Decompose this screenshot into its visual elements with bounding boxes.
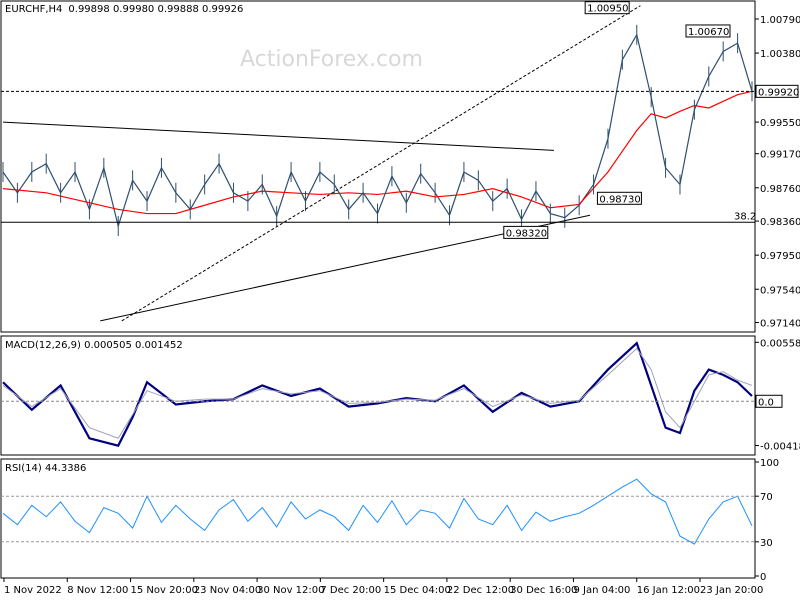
trendline xyxy=(121,5,641,322)
y-tick-label: 0.99550 xyxy=(760,118,800,129)
price-annotation-box xyxy=(584,1,630,15)
x-tick-label: 9 Jan 04:00 xyxy=(573,585,630,596)
y-tick-label: 0.97540 xyxy=(760,285,800,296)
series-line xyxy=(2,90,753,215)
x-tick-label: 7 Dec 20:00 xyxy=(320,585,381,596)
y-tick-label: 100 xyxy=(760,458,779,469)
y-tick-label: 0.98760 xyxy=(760,184,800,195)
price-annotation-box xyxy=(503,225,549,239)
y-tick-label: 0.005582 xyxy=(760,338,800,349)
price-annotation-box xyxy=(596,191,642,205)
x-tick-label: 30 Nov 12:00 xyxy=(257,585,324,596)
macd-plot: 0.0 xyxy=(1,341,783,447)
rsi-panel xyxy=(0,458,756,579)
x-tick-label: 22 Dec 12:00 xyxy=(447,585,514,596)
x-tick-label: 8 Nov 12:00 xyxy=(67,585,128,596)
x-tick-label: 1 Nov 2022 xyxy=(4,585,62,596)
price-panel xyxy=(0,0,756,333)
price-annotation-label: 0.98730 xyxy=(599,194,640,205)
macd-current-box xyxy=(755,394,783,408)
y-tick-label: -0.004188 xyxy=(760,442,800,453)
trendline xyxy=(2,121,554,151)
macd-title: MACD(12,26,9) 0.000505 0.001452 xyxy=(5,340,183,351)
y-tick-label: 0.97950 xyxy=(760,251,800,262)
x-tick-label: 23 Jan 20:00 xyxy=(700,585,763,596)
y-tick-label: 30 xyxy=(760,538,773,549)
y-tick-label: 0.99170 xyxy=(760,150,800,161)
price-annotation-label: 0.98320 xyxy=(506,228,547,239)
current-price-label: 0.99920 xyxy=(758,87,799,98)
watermark: ActionForex.com xyxy=(240,47,423,72)
series-line xyxy=(2,347,753,439)
rsi-y-axis: 100 70 30 0 xyxy=(755,458,779,583)
price-y-axis: 1.00790 1.00380 0.99550 0.99170 0.98760 0.983… xyxy=(755,15,800,330)
y-tick-label: 1.00790 xyxy=(760,15,800,26)
x-tick-label: 23 Nov 04:00 xyxy=(194,585,261,596)
ohlc-readout: 0.99898 0.99980 0.99888 0.99926 xyxy=(68,4,243,15)
macd-current-label: 0.0 xyxy=(758,397,774,408)
y-tick-label: 0 xyxy=(760,572,766,583)
current-price-box xyxy=(755,84,799,98)
x-tick-label: 15 Nov 20:00 xyxy=(131,585,198,596)
price-annotation-label: 1.00670 xyxy=(688,27,729,38)
y-tick-label: 1.00380 xyxy=(760,49,800,60)
price-annotation-label: 1.00950 xyxy=(587,4,628,15)
fib-level-label: 38.2 xyxy=(734,211,756,222)
x-tick-label: 16 Jan 12:00 xyxy=(637,585,700,596)
x-tick-label: 30 Dec 16:00 xyxy=(510,585,577,596)
price-annotations: 1.00950 1.00670 0.98730 0.98320 xyxy=(503,1,731,239)
y-tick-label: 0.98360 xyxy=(760,217,800,228)
rsi-title: RSI(14) 44.3386 xyxy=(5,463,86,474)
y-tick-label: 70 xyxy=(760,492,773,503)
price-panel-title: EURCHF,H4 xyxy=(5,4,62,15)
rsi-plot xyxy=(1,478,755,545)
price-annotation-box xyxy=(685,24,731,38)
x-tick-label: 15 Dec 04:00 xyxy=(384,585,451,596)
series-line xyxy=(2,478,753,545)
y-tick-label: 0.97140 xyxy=(760,319,800,330)
